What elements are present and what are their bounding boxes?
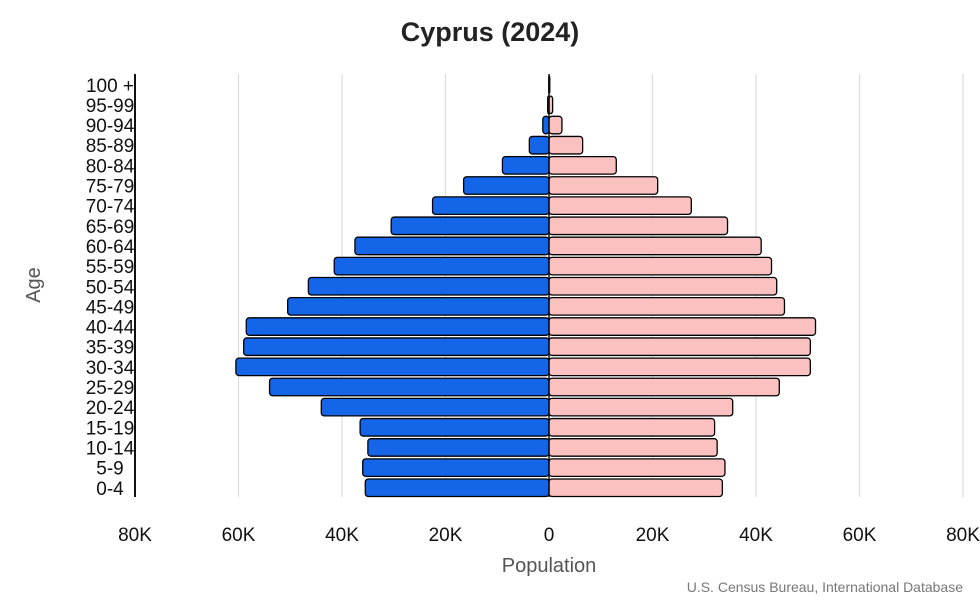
bar-left bbox=[501, 155, 550, 175]
y-tick-label: 15-19 bbox=[86, 418, 135, 439]
chart-title: Cyprus (2024) bbox=[401, 17, 580, 47]
y-tick-label: 30-34 bbox=[86, 358, 135, 379]
bar-left bbox=[364, 478, 550, 498]
bar-left bbox=[268, 377, 550, 397]
bar-left bbox=[287, 296, 550, 316]
y-tick-label: 5-9 bbox=[96, 459, 123, 480]
bar-right bbox=[548, 155, 617, 175]
bar-left bbox=[307, 276, 550, 296]
bar-right bbox=[548, 357, 811, 377]
bar-right bbox=[548, 115, 563, 135]
y-tick-label: 45-49 bbox=[86, 297, 135, 318]
bar-right bbox=[548, 236, 762, 256]
bar-left bbox=[367, 438, 550, 457]
x-tick-label: 40K bbox=[739, 525, 773, 546]
bar-left bbox=[354, 236, 550, 256]
bar-right bbox=[548, 397, 734, 417]
y-tick-label: 35-39 bbox=[86, 338, 135, 359]
y-tick-label: 80-84 bbox=[86, 156, 135, 177]
x-tick-label: 40K bbox=[325, 525, 359, 546]
bar-right bbox=[548, 317, 817, 336]
y-tick-label: 75-79 bbox=[86, 177, 135, 198]
bar-right bbox=[548, 176, 659, 195]
bar-right bbox=[548, 296, 786, 316]
x-tick-label: 60K bbox=[843, 525, 877, 546]
x-tick-label: 60K bbox=[222, 525, 256, 546]
y-tick-label: 40-44 bbox=[86, 318, 135, 339]
bar-right bbox=[548, 216, 729, 236]
source-caption: U.S. Census Bureau, International Databa… bbox=[687, 579, 963, 595]
bar-left bbox=[362, 458, 550, 478]
y-tick-label: 95-99 bbox=[86, 96, 135, 117]
bar-left bbox=[333, 256, 550, 276]
y-tick-label: 50-54 bbox=[86, 277, 135, 298]
bar-left bbox=[245, 317, 550, 336]
bar-right bbox=[548, 458, 726, 478]
x-tick-label: 20K bbox=[429, 525, 463, 546]
bar-left bbox=[542, 115, 550, 135]
bar-left bbox=[528, 135, 550, 155]
bar-right bbox=[548, 276, 778, 296]
y-tick-label: 0-4 bbox=[96, 479, 124, 500]
bar-right bbox=[548, 377, 780, 397]
bar-left bbox=[235, 357, 550, 377]
y-tick-label: 25-29 bbox=[86, 378, 135, 399]
y-tick-label: 85-89 bbox=[86, 136, 135, 157]
bar-left bbox=[431, 196, 550, 216]
bar-left bbox=[462, 176, 550, 195]
y-tick-label: 70-74 bbox=[86, 197, 135, 218]
bar-left bbox=[320, 397, 550, 417]
y-tick-label: 10-14 bbox=[86, 438, 135, 459]
y-tick-label: 20-24 bbox=[86, 398, 135, 419]
bar-left bbox=[390, 216, 550, 236]
y-axis-title: Age bbox=[23, 267, 45, 303]
axes: 80K 60K 40K 20K 0 20K 40K 60K 80K 0-45-910-1415-1… bbox=[86, 74, 980, 546]
bar-left bbox=[243, 337, 550, 357]
x-tick-label: 80K bbox=[946, 525, 980, 546]
bar-right bbox=[548, 135, 584, 155]
x-tick-label: 80K bbox=[118, 525, 152, 546]
y-tick-label: 90-94 bbox=[86, 116, 135, 137]
bar-right bbox=[548, 196, 692, 216]
y-tick-label: 55-59 bbox=[86, 257, 135, 278]
y-tick-label: 65-69 bbox=[86, 217, 135, 238]
bar-right bbox=[548, 256, 773, 276]
bar-right bbox=[548, 337, 811, 357]
bar-left bbox=[359, 417, 550, 437]
bars bbox=[235, 75, 817, 498]
bar-right bbox=[548, 478, 724, 498]
y-tick-label: 60-64 bbox=[86, 237, 135, 258]
bar-right bbox=[548, 417, 716, 437]
x-axis-title: Population bbox=[502, 555, 597, 577]
bar-right bbox=[548, 438, 718, 457]
y-tick-label: 100 + bbox=[86, 76, 134, 97]
x-tick-label: 0 bbox=[544, 525, 555, 546]
x-tick-label: 20K bbox=[636, 525, 670, 546]
